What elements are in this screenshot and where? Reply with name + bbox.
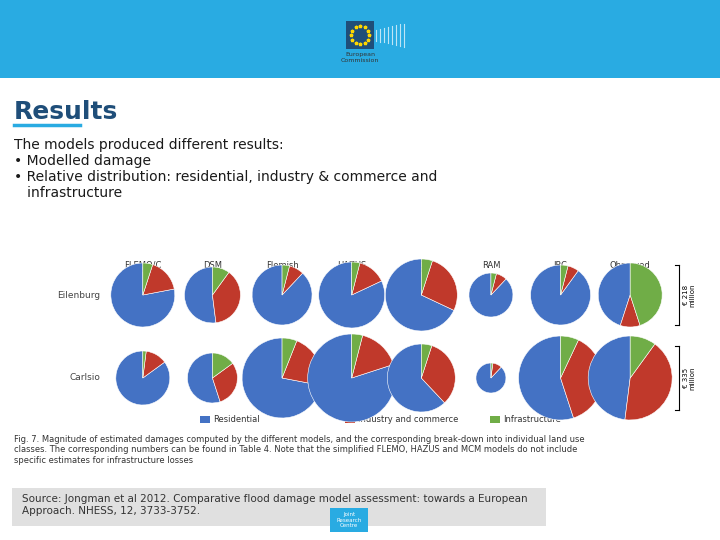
Wedge shape xyxy=(212,353,233,378)
Text: FLEMO/C: FLEMO/C xyxy=(124,261,161,270)
Wedge shape xyxy=(491,363,492,378)
Wedge shape xyxy=(518,336,574,420)
Text: Flemish: Flemish xyxy=(266,261,298,270)
Wedge shape xyxy=(282,341,322,386)
FancyBboxPatch shape xyxy=(200,416,210,423)
Text: • Relative distribution: residential, industry & commerce and: • Relative distribution: residential, in… xyxy=(14,170,437,184)
FancyBboxPatch shape xyxy=(345,416,355,423)
Wedge shape xyxy=(421,346,455,403)
Wedge shape xyxy=(561,336,578,378)
Text: Infrastructure: Infrastructure xyxy=(503,415,561,424)
Wedge shape xyxy=(630,336,655,378)
Wedge shape xyxy=(491,363,501,378)
Wedge shape xyxy=(307,334,396,422)
Wedge shape xyxy=(212,272,240,323)
Text: Results: Results xyxy=(14,100,118,124)
Wedge shape xyxy=(187,353,220,403)
Wedge shape xyxy=(621,295,640,327)
Wedge shape xyxy=(282,265,289,295)
Text: The models produced different results:: The models produced different results: xyxy=(14,138,284,152)
Wedge shape xyxy=(561,266,578,295)
Wedge shape xyxy=(531,265,590,325)
Wedge shape xyxy=(421,344,432,378)
Wedge shape xyxy=(242,338,321,418)
FancyBboxPatch shape xyxy=(490,416,500,423)
Wedge shape xyxy=(491,273,496,295)
Text: HAZUS: HAZUS xyxy=(337,261,366,270)
Wedge shape xyxy=(598,263,630,326)
Text: Source: Jongman et al 2012. Comparative flood damage model assessment: towards a: Source: Jongman et al 2012. Comparative … xyxy=(22,494,528,516)
Wedge shape xyxy=(351,335,394,378)
Text: Industry and commerce: Industry and commerce xyxy=(358,415,459,424)
Text: Eilenburg: Eilenburg xyxy=(57,291,100,300)
Text: DSM: DSM xyxy=(203,261,222,270)
Wedge shape xyxy=(561,265,568,295)
Wedge shape xyxy=(212,267,229,295)
Wedge shape xyxy=(387,344,444,412)
Text: MCM: MCM xyxy=(411,261,431,270)
Wedge shape xyxy=(588,336,630,420)
Text: JRC: JRC xyxy=(554,261,567,270)
Text: RAM: RAM xyxy=(482,261,500,270)
Wedge shape xyxy=(385,259,454,331)
Wedge shape xyxy=(351,262,360,295)
Wedge shape xyxy=(319,262,384,328)
Wedge shape xyxy=(351,263,382,295)
Wedge shape xyxy=(421,261,457,310)
FancyBboxPatch shape xyxy=(330,508,368,532)
Wedge shape xyxy=(212,363,238,402)
Text: Fig. 7. Magnitude of estimated damages computed by the different models, and the: Fig. 7. Magnitude of estimated damages c… xyxy=(14,435,585,465)
Wedge shape xyxy=(143,351,146,378)
FancyBboxPatch shape xyxy=(346,21,374,49)
Text: infrastructure: infrastructure xyxy=(14,186,122,200)
Text: European
Commission: European Commission xyxy=(341,52,379,63)
Wedge shape xyxy=(282,338,297,378)
Text: Carlsio: Carlsio xyxy=(69,374,100,382)
Wedge shape xyxy=(421,259,433,295)
Wedge shape xyxy=(625,344,672,420)
Text: • Modelled damage: • Modelled damage xyxy=(14,154,151,168)
FancyBboxPatch shape xyxy=(0,0,720,78)
Wedge shape xyxy=(184,267,216,323)
Text: Joint
Research
Centre: Joint Research Centre xyxy=(336,512,361,528)
Text: Residential: Residential xyxy=(213,415,260,424)
Wedge shape xyxy=(351,334,363,378)
Wedge shape xyxy=(469,273,513,317)
Wedge shape xyxy=(116,351,170,405)
Wedge shape xyxy=(143,351,165,378)
Wedge shape xyxy=(561,340,603,418)
Wedge shape xyxy=(630,263,662,326)
Text: € 218
million: € 218 million xyxy=(683,284,696,307)
Text: € 335
million: € 335 million xyxy=(683,366,696,390)
FancyBboxPatch shape xyxy=(12,488,546,526)
Wedge shape xyxy=(491,274,506,295)
Wedge shape xyxy=(143,263,153,295)
Wedge shape xyxy=(252,265,312,325)
Text: Observed: Observed xyxy=(610,261,651,270)
Wedge shape xyxy=(282,266,302,295)
Wedge shape xyxy=(111,263,175,327)
Wedge shape xyxy=(143,265,174,295)
Wedge shape xyxy=(476,363,506,393)
